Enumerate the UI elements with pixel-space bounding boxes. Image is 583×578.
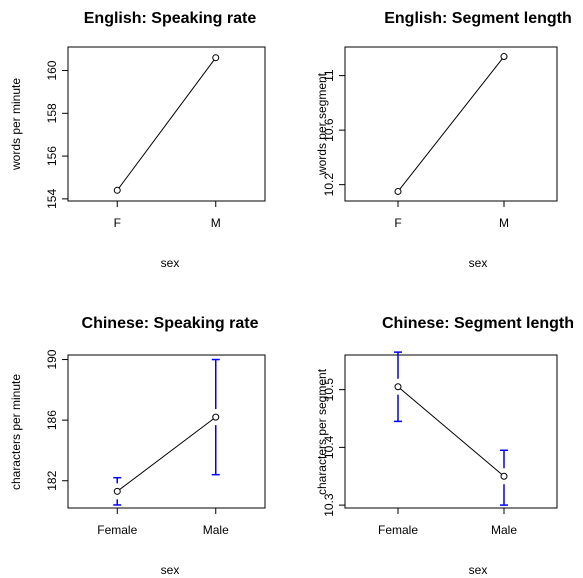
x-axis-label: sex <box>469 563 488 577</box>
plot-frame <box>67 354 266 509</box>
x-tick-label: F <box>394 216 401 230</box>
y-tick-label: 10.5 <box>322 378 336 402</box>
chart-panel-4: Chinese: Segment length sex characters per… <box>315 315 574 577</box>
plot-frame <box>67 46 266 202</box>
data-point <box>394 187 402 195</box>
x-tick-label: M <box>211 216 221 230</box>
x-tick-label: Male <box>491 523 517 537</box>
y-tick-label: 158 <box>45 103 59 123</box>
y-tick-label: 156 <box>45 146 59 166</box>
y-tick-label: 10.2 <box>322 173 336 197</box>
data-point <box>500 53 508 61</box>
x-tick-label: Female <box>97 523 137 537</box>
chart-panel-1: English: Speaking rate sex words per minut… <box>9 10 266 270</box>
series-line <box>397 56 505 192</box>
y-tick-label: 10.4 <box>322 435 336 459</box>
y-tick-label: 11 <box>322 69 336 82</box>
plot-frame <box>344 354 558 509</box>
y-axis-label: words per minute <box>9 78 23 171</box>
series-line <box>397 386 505 477</box>
y-tick-label: 154 <box>45 189 59 209</box>
y-tick-label: 10.3 <box>322 493 336 517</box>
x-tick-label: F <box>114 216 121 230</box>
chart-title: English: Segment length <box>384 10 572 27</box>
chart-title: Chinese: Segment length <box>382 315 574 332</box>
x-axis-label: sex <box>161 256 180 270</box>
y-axis-label: words per segment <box>315 72 329 176</box>
series-line <box>116 416 217 492</box>
y-tick-label: 10.6 <box>322 118 336 142</box>
x-tick-label: Male <box>203 523 229 537</box>
y-tick-label: 186 <box>45 410 59 430</box>
chart-panel-3: Chinese: Speaking rate sex characters per … <box>9 315 266 577</box>
y-axis-label: characters per minute <box>9 374 23 490</box>
data-point <box>500 472 508 480</box>
y-tick-label: 190 <box>45 349 59 369</box>
x-axis-label: sex <box>161 563 180 577</box>
data-point <box>212 54 220 62</box>
y-axis-label: characters per segment <box>315 368 329 495</box>
data-point <box>212 413 220 421</box>
data-point <box>113 186 121 194</box>
series-line <box>116 57 217 191</box>
chart-title: English: Speaking rate <box>84 10 257 27</box>
y-tick-label: 160 <box>45 60 59 80</box>
y-tick-label: 182 <box>45 470 59 490</box>
data-point <box>113 487 121 495</box>
x-tick-label: M <box>499 216 509 230</box>
x-tick-label: Female <box>378 523 418 537</box>
chart-title: Chinese: Speaking rate <box>82 315 259 332</box>
plot-frame <box>344 46 558 202</box>
chart-panel-2: English: Segment length sex words per segm… <box>315 10 572 270</box>
data-point <box>394 383 402 391</box>
x-axis-label: sex <box>469 256 488 270</box>
